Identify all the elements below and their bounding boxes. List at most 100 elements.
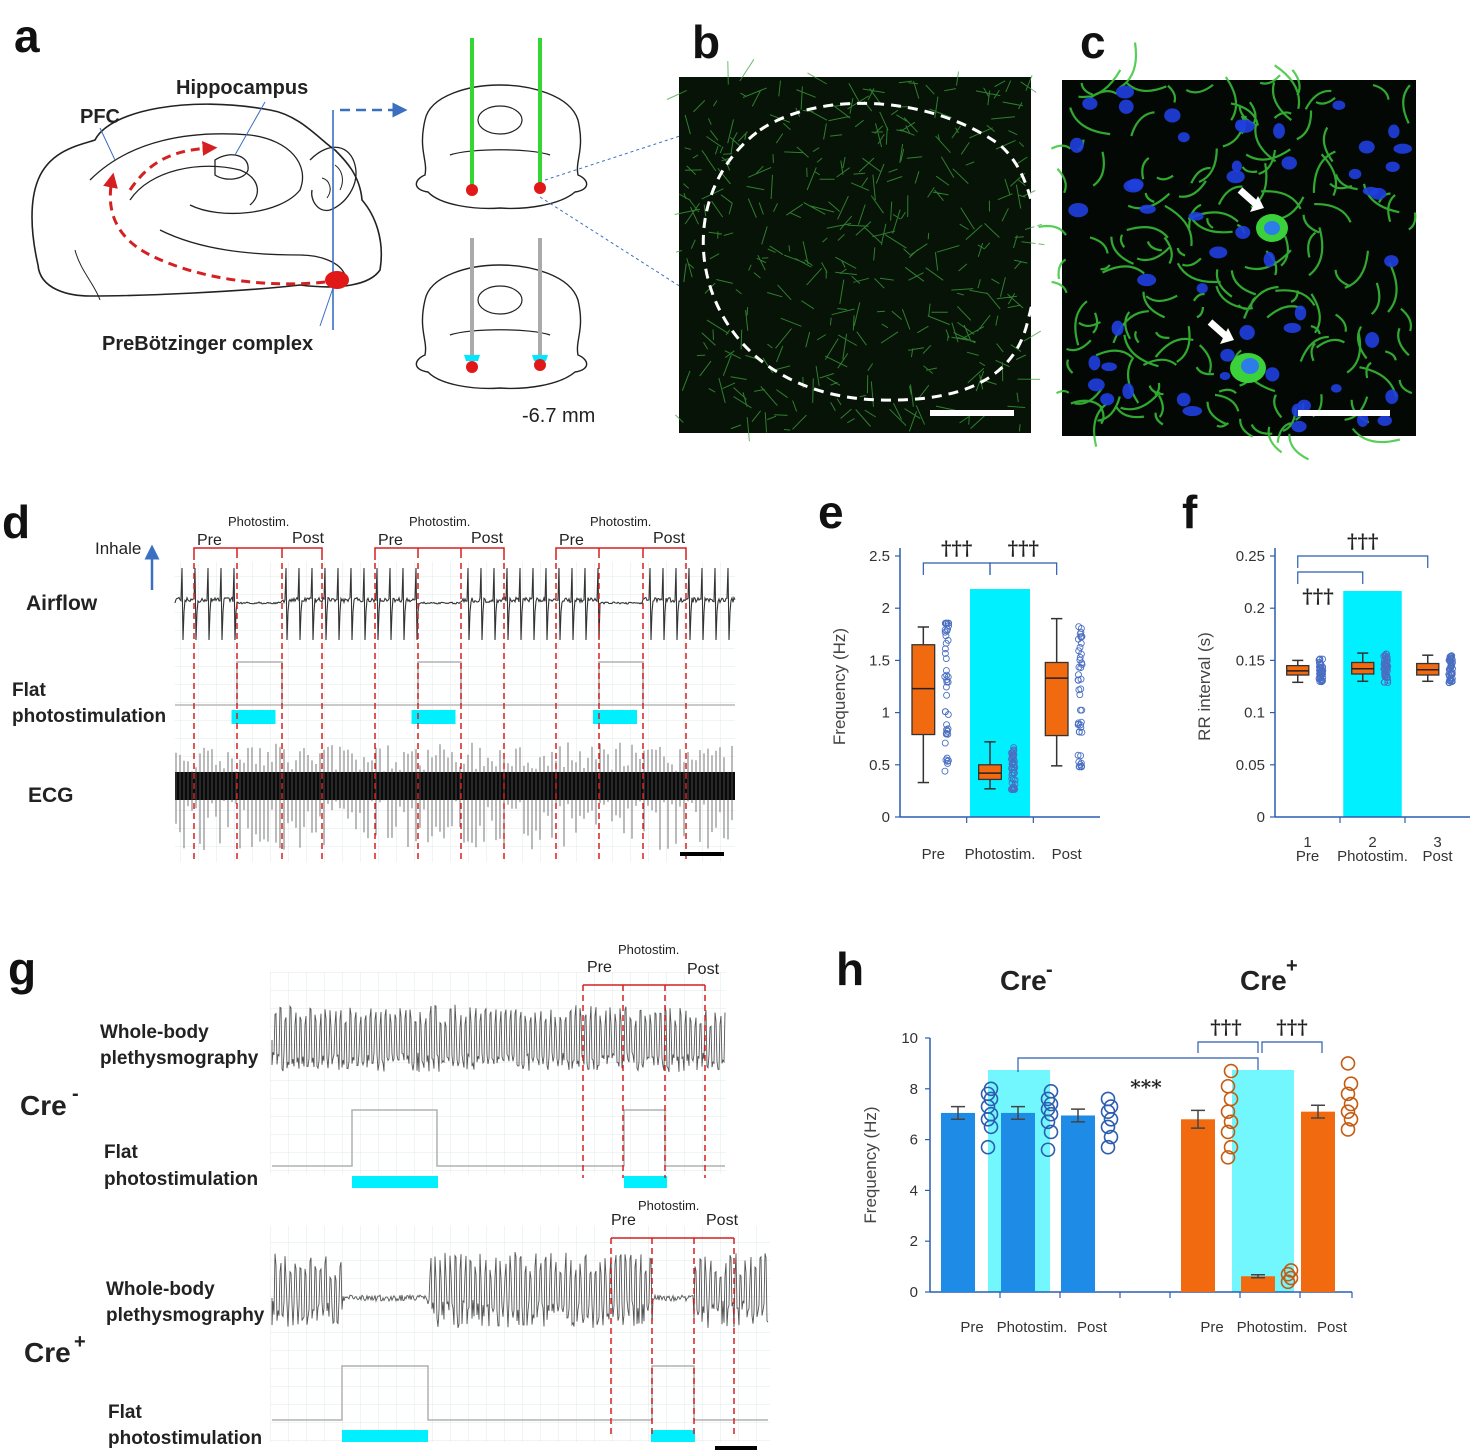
wbp-label-1a: Whole-body — [100, 1022, 209, 1043]
data-point — [1077, 624, 1085, 632]
data-point — [943, 754, 951, 762]
data-point — [1381, 655, 1389, 663]
data-point — [1384, 679, 1392, 686]
significance-bracket — [1261, 1041, 1323, 1053]
scale-bar-d — [680, 852, 724, 856]
nucleus — [1182, 406, 1203, 417]
data-point — [1446, 677, 1454, 685]
y-tick-label: 0 — [882, 809, 890, 826]
epoch-post-label: Post — [292, 530, 325, 547]
data-point — [942, 683, 950, 691]
data-point — [1223, 1063, 1239, 1079]
x-category-label: Post — [1077, 1319, 1108, 1336]
data-point — [1008, 775, 1016, 782]
significance-bracket — [1197, 1041, 1259, 1053]
nucleus — [1241, 358, 1259, 374]
y-tick-label: 4 — [910, 1182, 918, 1199]
label-pfc: PFC — [80, 106, 120, 128]
data-point — [1075, 686, 1083, 694]
data-point — [1043, 1084, 1059, 1099]
label-prebotzinger: PreBötzinger complex — [102, 333, 313, 355]
x-category-label: Pre — [960, 1319, 983, 1336]
panel-label-b: b — [692, 16, 720, 68]
nucleus — [1264, 221, 1280, 235]
box — [978, 764, 1002, 781]
data-point — [1316, 655, 1324, 663]
fiber-texture — [666, 59, 1045, 442]
nucleus — [1177, 132, 1190, 143]
flat-g-label-1b: photostimulation — [104, 1169, 258, 1190]
significance-label: ††† — [941, 536, 972, 560]
data-point — [943, 726, 951, 734]
data-point — [1445, 656, 1453, 664]
nucleus — [1294, 305, 1307, 321]
data-point — [945, 619, 952, 627]
data-point — [1040, 1142, 1056, 1158]
wbp-trace-cre-neg — [271, 1004, 726, 1073]
nucleus — [1176, 392, 1191, 407]
nucleus — [1101, 362, 1117, 372]
data-point — [1283, 1270, 1299, 1286]
data-point — [1076, 643, 1084, 651]
depth-label: -6.7 mm — [522, 405, 595, 427]
x-category-label: Pre — [922, 846, 945, 863]
data-point — [1103, 1099, 1119, 1114]
airflow-trace — [174, 567, 736, 641]
epoch-photostim-label: Photostim. — [618, 942, 679, 957]
coronal-section-top — [415, 38, 588, 210]
x-category-label: Post — [1052, 846, 1083, 863]
data-point — [1383, 671, 1391, 679]
data-point — [942, 632, 950, 640]
y-tick-label: 2 — [910, 1233, 918, 1250]
cre-neg-sup: - — [72, 1083, 79, 1105]
data-point — [1010, 785, 1018, 793]
nucleus — [1370, 187, 1387, 200]
epoch-photostim-label: Photostim. — [638, 1198, 699, 1213]
nucleus — [1069, 137, 1084, 153]
data-point — [1077, 759, 1085, 767]
data-point — [1340, 1122, 1356, 1137]
error-bar — [1191, 1109, 1205, 1129]
epoch-bracket — [193, 547, 323, 560]
epoch-pre-label: Pre — [559, 532, 584, 549]
panel-d-traces — [174, 562, 736, 862]
data-point — [1445, 679, 1453, 687]
nucleus — [1265, 367, 1280, 382]
data-point — [1076, 691, 1084, 699]
nucleus — [1209, 246, 1228, 259]
nucleus — [1137, 273, 1157, 287]
y-tick-label: 10 — [901, 1030, 918, 1047]
y-tick-label: 0.25 — [1236, 548, 1265, 565]
data-point — [1074, 751, 1082, 759]
data-point — [1340, 1086, 1356, 1102]
data-point — [1280, 1266, 1296, 1282]
y-tick-label: 0.5 — [869, 757, 890, 774]
cre-pos-sup: + — [74, 1331, 86, 1353]
photostim-highlight — [970, 589, 1030, 817]
nucleus — [1220, 348, 1235, 362]
micrograph-b — [666, 59, 1045, 442]
nucleus — [1377, 415, 1392, 426]
data-point — [1077, 752, 1085, 760]
data-point — [1220, 1124, 1236, 1140]
nucleus — [1127, 178, 1144, 191]
y-tick-label: 0.2 — [1244, 600, 1265, 617]
group-title-sup: + — [1286, 955, 1298, 977]
nucleus — [1393, 143, 1412, 154]
y-tick-label: 0.1 — [1244, 705, 1265, 722]
data-point — [943, 678, 951, 686]
nucleus — [1118, 99, 1134, 114]
data-point — [1343, 1096, 1359, 1112]
data-point — [942, 708, 949, 716]
nucleus — [1082, 97, 1098, 110]
epoch-post-label: Post — [471, 530, 504, 547]
nucleus — [1122, 383, 1134, 400]
data-point — [1220, 1150, 1236, 1165]
data-point — [943, 671, 951, 679]
data-point — [1078, 728, 1086, 736]
flat-g-label-2b: photostimulation — [108, 1428, 262, 1449]
nucleus — [1297, 399, 1311, 412]
error-bar — [1011, 1105, 1025, 1121]
error-bar — [1071, 1108, 1085, 1123]
